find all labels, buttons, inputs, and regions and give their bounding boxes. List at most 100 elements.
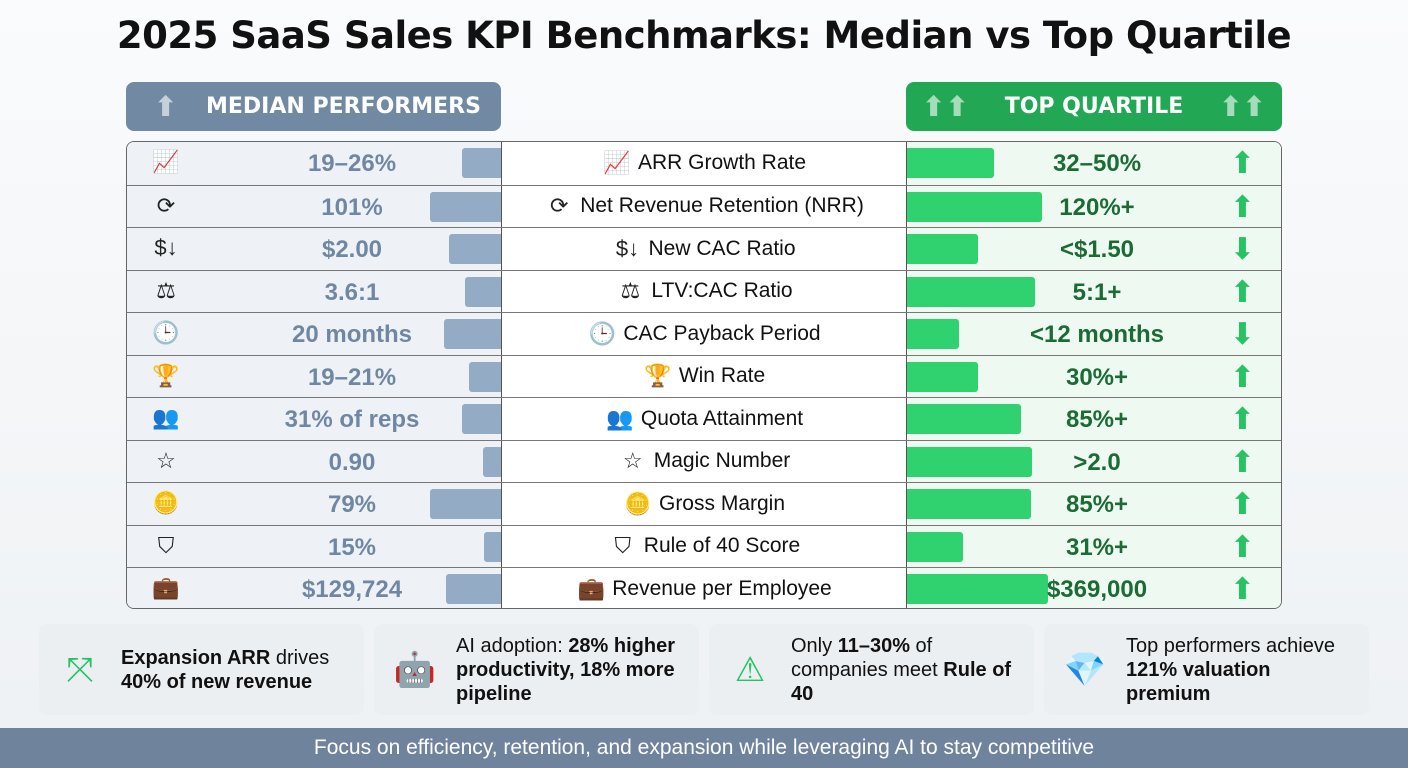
- median-bar: [461, 404, 501, 434]
- briefcase-dollar-icon: 💼: [577, 575, 605, 601]
- arrow-up-icon: ⬆: [1229, 360, 1255, 394]
- coins-icon: 🪙: [152, 490, 180, 515]
- top-quartile-value: 30%+: [1065, 363, 1129, 391]
- table-row: $↓ $2.00 $↓ New CAC Ratio <$1.50 ⬇: [127, 227, 1281, 270]
- table-row: 📈 19–26% 📈 ARR Growth Rate 32–50% ⬆: [127, 142, 1281, 185]
- footer-banner: Focus on efficiency, retention, and expa…: [0, 728, 1408, 768]
- top-header-label: TOP QUARTILE: [1004, 94, 1184, 119]
- median-cell: 🕒 20 months: [127, 313, 502, 355]
- top-quartile-cell: <$1.50 ⬇: [907, 228, 1281, 270]
- arrow-up-icon: ⬆: [1229, 573, 1255, 606]
- card-body: Top performers achieve 121% valuation pr…: [1126, 634, 1357, 706]
- median-value: 3.6:1: [324, 278, 380, 306]
- arrow-up-icon: ⬆: [1229, 530, 1255, 564]
- top-quartile-value: >2.0: [1073, 448, 1121, 476]
- metric-cell: 📈 ARR Growth Rate: [502, 142, 907, 185]
- arrow-down-icon: ⬇: [1229, 233, 1255, 266]
- arrow-up-icon: ⬆: [1229, 190, 1255, 224]
- median-value: 19–26%: [307, 150, 397, 177]
- table-row: ⚖ 3.6:1 ⚖ LTV:CAC Ratio 5:1+ ⬆: [127, 269, 1281, 312]
- metric-label: Win Rate: [678, 364, 766, 388]
- table-row: 💼 $129,724 💼 Revenue per Employee $369,0…: [127, 567, 1281, 608]
- refresh-icon: ⟳: [156, 192, 176, 218]
- median-header: ⬆ MEDIAN PERFORMERS: [126, 82, 501, 131]
- median-cell: $↓ $2.00: [127, 228, 502, 270]
- top-quartile-bar: [907, 234, 978, 264]
- median-header-label: MEDIAN PERFORMERS: [206, 94, 481, 119]
- clock-calendar-icon: 🕒: [152, 320, 180, 345]
- diamond-icon: 💎: [1063, 650, 1107, 689]
- clock-calendar-icon: 🕒: [588, 320, 617, 346]
- metric-cell: 🪙 Gross Margin: [502, 483, 907, 525]
- median-value: 15%: [327, 533, 377, 561]
- top-quartile-cell: 31%+ ⬆: [907, 525, 1281, 567]
- card-text: 40% of new revenue: [121, 670, 313, 693]
- median-value: $2.00: [321, 236, 383, 263]
- top-quartile-cell: 32–50% ⬆: [907, 142, 1281, 185]
- top-quartile-value: <12 months: [1029, 321, 1165, 348]
- arrow-up-icon: ⬆: [1229, 403, 1255, 436]
- median-value: 0.90: [328, 448, 376, 476]
- expand-arrows-icon: ⤧: [66, 650, 94, 689]
- metric-label: Quota Attainment: [640, 406, 804, 430]
- metric-cell: 👥 Quota Attainment: [502, 398, 907, 440]
- page-title: 2025 SaaS Sales KPI Benchmarks: Median v…: [116, 14, 1292, 57]
- top-quartile-bar: [907, 361, 978, 392]
- top-quartile-header: ⬆⬆ TOP QUARTILE ⬆⬆: [906, 82, 1282, 131]
- table-row: 🏆 19–21% 🏆 Win Rate 30%+ ⬆: [127, 354, 1281, 397]
- median-value: 19–21%: [307, 363, 397, 391]
- arrow-up-icon: ⬆: [154, 90, 178, 123]
- top-quartile-cell: 5:1+ ⬆: [907, 270, 1281, 312]
- top-quartile-bar: [907, 574, 1048, 604]
- top-quartile-cell: 120%+ ⬆: [907, 185, 1281, 227]
- median-bar: [461, 148, 501, 178]
- median-cell: ⟳ 101%: [127, 185, 502, 227]
- top-quartile-cell: 30%+ ⬆: [907, 355, 1281, 397]
- card-text: AI adoption:: [456, 634, 569, 657]
- median-cell: ⛉ 15%: [127, 525, 502, 567]
- dollar-down-icon: $↓: [154, 235, 178, 260]
- card-text: 28% higher productivity, 18% more pipeli…: [456, 634, 676, 705]
- top-quartile-value: 31%+: [1065, 533, 1129, 561]
- metric-label: LTV:CAC Ratio: [651, 279, 793, 303]
- scale-icon: ⚖: [156, 277, 176, 303]
- card-text: drives: [270, 646, 330, 669]
- top-quartile-bar: [907, 148, 995, 178]
- insight-card: 🤖 AI adoption: 28% higher productivity, 1…: [374, 624, 699, 715]
- arrow-up-icon: ⬆: [1229, 147, 1255, 180]
- card-text: Expansion ARR: [121, 646, 271, 669]
- shield-40-icon: ⛉: [614, 533, 632, 559]
- insight-card: ⚠ Only 11–30% of companies meet Rule of 4…: [709, 624, 1034, 715]
- top-quartile-bar: [907, 489, 1032, 519]
- table-row: ☆ 0.90 ☆ Magic Number >2.0 ⬆: [127, 439, 1281, 482]
- median-value: 20 months: [291, 321, 413, 348]
- top-quartile-bar: [907, 276, 1036, 307]
- growth-chart-icon: 📈: [152, 149, 180, 174]
- median-value: 79%: [327, 491, 377, 518]
- shield-40-icon: ⛉: [157, 532, 175, 558]
- metric-label: CAC Payback Period: [623, 321, 821, 345]
- median-bar: [443, 319, 501, 349]
- insight-card: ⤧ Expansion ARR drives 40% of new revenue: [39, 624, 364, 715]
- table-row: 🪙 79% 🪙 Gross Margin 85%+ ⬆: [127, 482, 1281, 525]
- card-text: Rule of 40: [791, 658, 1012, 705]
- trophy-icon: 🏆: [644, 363, 672, 389]
- metric-label: Net Revenue Retention (NRR): [580, 194, 864, 218]
- briefcase-dollar-icon: 💼: [152, 575, 180, 600]
- metric-label: New CAC Ratio: [648, 236, 796, 260]
- median-cell: 🏆 19–21%: [127, 355, 502, 397]
- median-bar: [429, 191, 501, 222]
- table-row: 🕒 20 months 🕒 CAC Payback Period <12 mon…: [127, 312, 1281, 355]
- card-body: Expansion ARR drives 40% of new revenue: [121, 646, 352, 694]
- median-value: 101%: [321, 193, 383, 221]
- top-quartile-bar: [907, 191, 1043, 222]
- top-quartile-bar: [907, 446, 1033, 477]
- metric-label: Rule of 40 Score: [643, 534, 801, 558]
- median-value: 31% of reps: [284, 406, 420, 433]
- coins-icon: 🪙: [624, 490, 652, 516]
- table-row: ⛉ 15% ⛉ Rule of 40 Score 31%+ ⬆: [127, 524, 1281, 567]
- top-quartile-cell: <12 months ⬇: [907, 313, 1281, 355]
- top-quartile-value: $369,000: [1046, 576, 1148, 603]
- metric-label: Magic Number: [653, 449, 791, 473]
- metric-label: Revenue per Employee: [612, 576, 832, 600]
